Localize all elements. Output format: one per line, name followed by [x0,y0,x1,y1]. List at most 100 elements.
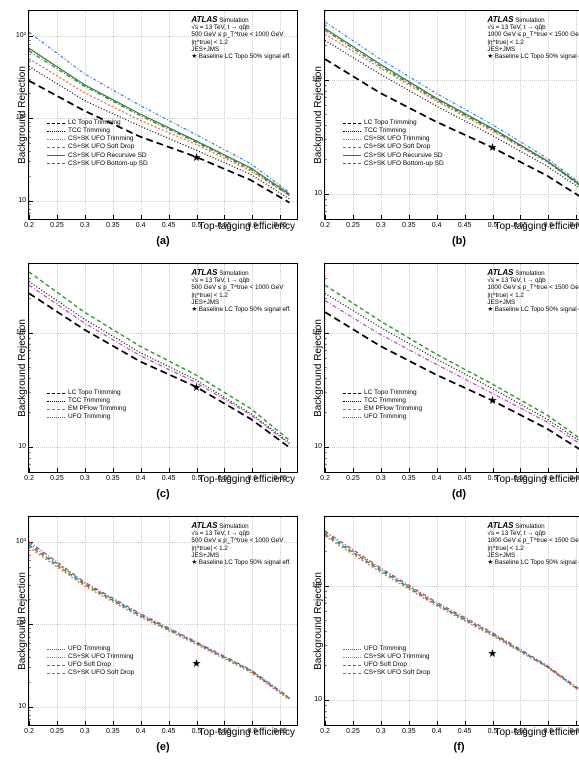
atlas-sim: Simulation [515,17,544,24]
atlas-title: ATLAS [191,268,217,277]
y-axis-label: Background Rejection [313,572,324,670]
xtick-label: 0.2 [24,728,34,735]
legend-row: CS+SK UFO Soft Drop [47,143,148,151]
legend: UFO TrimmingCS+SK UFO TrimmingUFO Soft D… [343,645,430,678]
legend-row: TCC Trimming [47,127,148,135]
legend-swatch-icon [343,155,361,156]
atlas-header-block: ATLAS Simulation√s = 13 TeV, t → qq̄b100… [487,268,579,313]
ytick-label: 10³ [11,32,26,39]
xtick-label: 0.35 [402,475,416,482]
ytick-label: 10³ [11,538,26,545]
xtick-label: 0.35 [106,728,120,735]
xtick-label: 0.3 [80,475,90,482]
atlas-sim: Simulation [219,270,248,277]
baseline-star-icon: ★ [192,151,202,164]
legend-label: UFO Trimming [364,645,406,653]
legend-label: CS+SK UFO Recursive SD [68,152,147,160]
xtick-label: 0.4 [136,728,146,735]
legend-swatch-icon [47,139,65,140]
x-axis-label: Top-tagging efficiency [494,474,579,485]
pt-range-line: 500 GeV ≤ p_T^true < 1000 GeV [191,537,291,544]
xtick-label: 0.4 [136,222,146,229]
y-axis-label: Background Rejection [17,319,28,417]
sqrt-s-line: √s = 13 TeV, t → qq̄b [487,277,579,284]
atlas-title: ATLAS [487,15,513,24]
ytick-label: 10 [11,197,26,204]
atlas-title: ATLAS [191,15,217,24]
legend-label: CS+SK UFO Soft Drop [68,143,134,151]
panel-b-wrap: 0.20.250.30.350.40.450.50.550.60.651010²… [324,10,579,247]
atlas-sim: Simulation [219,523,248,530]
atlas-title: ATLAS [487,521,513,530]
legend-swatch-icon [47,417,65,418]
xtick-label: 0.3 [80,728,90,735]
legend-label: UFO Trimming [364,413,406,421]
figure-grid: 0.20.250.30.350.40.450.50.550.60.651010²… [10,10,569,761]
legend-label: UFO Trimming [68,413,110,421]
xtick-label: 0.25 [346,728,360,735]
legend-label: CS+SK UFO Recursive SD [364,152,443,160]
panel-a: 0.20.250.30.350.40.450.50.550.60.651010²… [28,10,298,220]
xtick-label: 0.25 [50,475,64,482]
xtick-label: 0.2 [24,222,34,229]
legend-swatch-icon [343,417,361,418]
jes-line: JES+JMS [191,552,291,559]
legend-row: LC Topo Trimming [47,119,148,127]
atlas-title: ATLAS [191,521,217,530]
curve-tcc-trimming [325,40,579,192]
atlas-sim: Simulation [515,523,544,530]
legend-row: CS+SK UFO Trimming [343,653,430,661]
legend-row: TCC Trimming [343,127,444,135]
legend-label: CS+SK UFO Trimming [68,653,134,661]
sqrt-s-line: √s = 13 TeV, t → qq̄b [191,24,291,31]
panel-b: 0.20.250.30.350.40.450.50.550.60.651010²… [324,10,579,220]
x-axis-label: Top-tagging efficiency [494,221,579,232]
ytick-label: 10 [11,703,26,710]
legend-row: CS+SK UFO Trimming [47,653,134,661]
legend-swatch-icon [343,139,361,140]
legend-swatch-icon [47,673,65,674]
panel-caption: (b) [452,235,466,247]
legend-swatch-icon [343,393,361,394]
xtick-label: 0.25 [50,728,64,735]
legend-row: UFO Soft Drop [343,661,430,669]
atlas-sim: Simulation [515,270,544,277]
xtick-label: 0.45 [162,475,176,482]
xtick-label: 0.2 [320,475,330,482]
legend-swatch-icon [47,409,65,410]
y-axis-label: Background Rejection [17,66,28,164]
atlas-header-block: ATLAS Simulation√s = 13 TeV, t → qq̄b100… [487,15,579,60]
panel-a-wrap: 0.20.250.30.350.40.450.50.550.60.651010²… [28,10,298,247]
xtick-label: 0.25 [346,475,360,482]
ytick-label: 10 [307,696,322,703]
legend-label: CS+SK UFO Trimming [364,135,430,143]
xtick-label: 0.35 [402,222,416,229]
baseline-line: ★ Baseline LC Topo 50% signal eff. [191,53,291,60]
legend: LC Topo TrimmingTCC TrimmingCS+SK UFO Tr… [47,119,148,168]
baseline-line: ★ Baseline LC Topo 50% signal eff. [191,306,291,313]
jes-line: JES+JMS [487,46,579,53]
eta-line: |η^true| < 1.2 [487,39,579,46]
x-axis-label: Top-tagging efficiency [494,727,579,738]
legend-swatch-icon [47,163,65,164]
eta-line: |η^true| < 1.2 [487,545,579,552]
xtick-label: 0.25 [50,222,64,229]
legend-swatch-icon [343,401,361,402]
panel-c: 0.20.250.30.350.40.450.50.550.60.651010²… [28,263,298,473]
panel-f: 0.20.250.30.350.40.450.50.550.60.651010²… [324,516,579,726]
legend-swatch-icon [343,131,361,132]
legend-row: LC Topo Trimming [343,119,444,127]
legend-row: CS+SK UFO Bottom-up SD [47,160,148,168]
legend-row: CS+SK UFO Recursive SD [47,152,148,160]
atlas-sim: Simulation [219,17,248,24]
curve-lc-topo-trimming [325,312,579,453]
legend-label: TCC Trimming [364,397,406,405]
pt-range-line: 1000 GeV ≤ p_T^true < 1500 GeV [487,31,579,38]
baseline-line: ★ Baseline LC Topo 50% signal eff. [487,559,579,566]
legend-swatch-icon [47,131,65,132]
xtick-label: 0.45 [162,222,176,229]
xtick-label: 0.35 [106,222,120,229]
xtick-label: 0.2 [320,222,330,229]
xtick-label: 0.3 [376,475,386,482]
legend-row: CS+SK UFO Soft Drop [343,143,444,151]
